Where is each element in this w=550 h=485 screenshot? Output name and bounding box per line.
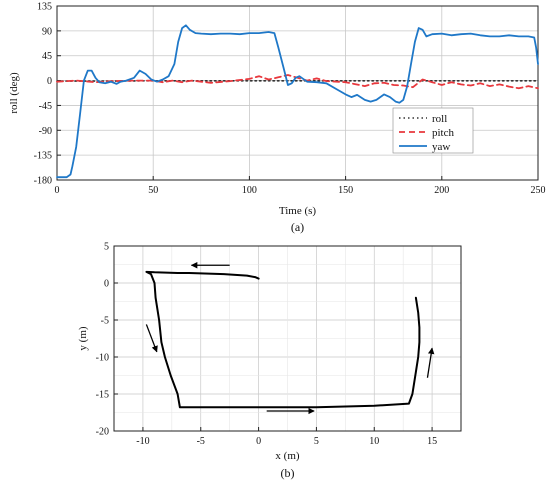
- y-tick-label: 90: [42, 26, 52, 37]
- chart-a: 0 50 100 150 200 250 135 90 45 0 -45 -90 -135 -180 Tim…: [8, 2, 546, 235]
- x-tick-label: 150: [338, 185, 353, 196]
- x-tick-label: 250: [531, 185, 546, 196]
- y-axis-label: y (m): [77, 326, 89, 350]
- x-tick-label: 200: [434, 185, 449, 196]
- x-tick-label: -5: [197, 436, 205, 447]
- y-axis-label: roll (deg): [8, 72, 20, 114]
- legend-label-yaw: yaw: [432, 141, 450, 153]
- x-tick-label: -10: [136, 436, 149, 447]
- direction-arrow: [426, 347, 435, 378]
- plot-frame: [113, 245, 462, 432]
- y-tick-label: 135: [37, 2, 52, 13]
- chart-b: -10 -5 0 5 10 15 5 0 -5 -10 -15 -20 x (m) y (m) (b): [77, 242, 462, 480]
- y-tick-label: 5: [104, 242, 109, 253]
- x-tick-label: 100: [242, 185, 257, 196]
- y-tick-label: -15: [96, 390, 109, 401]
- x-tick-label: 0: [256, 436, 261, 447]
- series-line-pitch: [56, 74, 539, 90]
- y-tick-label: -90: [39, 126, 52, 137]
- series-line-path-0: [145, 270, 421, 409]
- panel-label: (b): [281, 466, 295, 480]
- x-axis-label: x (m): [275, 450, 299, 462]
- x-tick-label: 0: [55, 185, 60, 196]
- y-tick-label: -45: [39, 101, 52, 112]
- y-tick-label: 45: [42, 51, 52, 62]
- legend-label-roll: roll: [432, 113, 447, 125]
- direction-arrow: [145, 324, 158, 353]
- y-tick-label: -135: [34, 151, 52, 162]
- x-tick-label: 10: [369, 436, 379, 447]
- y-tick-label: 0: [47, 76, 52, 87]
- y-tick-label: -10: [96, 353, 109, 364]
- x-axis-label: Time (s): [279, 205, 317, 217]
- y-tick-label: -180: [34, 176, 52, 187]
- y-tick-label: 0: [104, 279, 109, 290]
- panel-label: (a): [291, 220, 304, 234]
- legend-label-pitch: pitch: [432, 127, 454, 139]
- x-tick-label: 50: [148, 185, 158, 196]
- x-tick-label: 15: [427, 436, 437, 447]
- series-line-yaw: [56, 24, 539, 179]
- y-tick-label: -5: [101, 316, 109, 327]
- x-tick-label: 5: [314, 436, 319, 447]
- plot-frame: [56, 5, 539, 181]
- y-tick-label: -20: [96, 427, 109, 438]
- legend: roll pitch yaw: [392, 107, 474, 154]
